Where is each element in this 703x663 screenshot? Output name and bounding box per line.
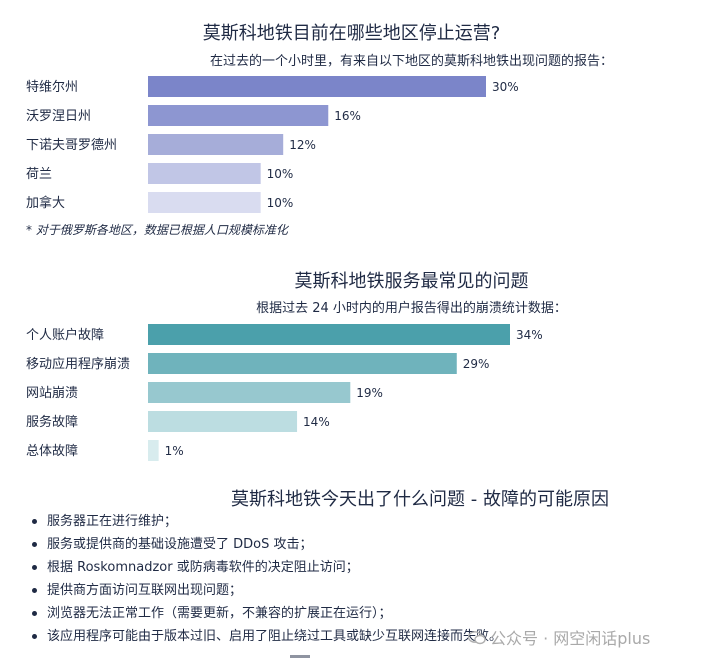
- chart2-category-label: 总体故障: [26, 444, 78, 459]
- chart2-category-label: 个人账户故障: [26, 327, 104, 343]
- chart1-category-label: 荷兰: [26, 167, 52, 182]
- chart2-value-label: 1%: [165, 444, 184, 458]
- chart2-bar: [148, 353, 457, 374]
- chart1-category-label: 沃罗涅日州: [26, 109, 91, 124]
- chart1-value-label: 16%: [334, 109, 361, 123]
- chart2-value-label: 34%: [516, 328, 543, 342]
- chart2-category-label: 服务故障: [26, 414, 78, 430]
- cause-item: 该应用程序可能由于版本过旧、启用了阻止绕过工具或缺少互联网连接而失败。: [28, 625, 502, 648]
- watermark-text: 公众号 · 网空闲话plus: [490, 629, 651, 648]
- chart1-bar: [148, 134, 284, 155]
- chart1-bar: [148, 76, 486, 97]
- chart2-value-label: 14%: [303, 415, 330, 429]
- chart2-bar: [148, 324, 510, 345]
- causes-list: 服务器正在进行维护； 服务或提供商的基础设施遭受了 DDoS 攻击； 根据 Ro…: [28, 510, 502, 648]
- chart2-bar: [148, 382, 351, 403]
- chart1-bar: [148, 105, 329, 126]
- wechat-icon: [468, 631, 486, 645]
- chart1-title: 莫斯科地铁目前在哪些地区停止运营?: [202, 23, 501, 44]
- chart2-value-label: 29%: [463, 357, 490, 371]
- divider: [290, 655, 310, 658]
- chart1-bar: [148, 163, 261, 184]
- chart1-category-label: 下诺夫哥罗德州: [26, 138, 117, 153]
- chart1-subtitle: 在过去的一个小时里，有来自以下地区的莫斯科地铁出现问题的报告：: [209, 54, 613, 69]
- chart2-category-label: 网站崩溃: [26, 386, 78, 401]
- chart1-category-label: 特维尔州: [26, 80, 78, 95]
- chart2-value-label: 19%: [356, 386, 383, 400]
- chart1-value-label: 10%: [267, 167, 294, 181]
- chart2-title: 莫斯科地铁服务最常见的问题: [294, 271, 529, 292]
- chart2-category-label: 移动应用程序崩溃: [26, 356, 130, 372]
- cause-item: 提供商方面访问互联网出现问题；: [28, 579, 502, 602]
- chart1-note: * 对于俄罗斯各地区，数据已根据人口规模标准化: [26, 223, 288, 237]
- cause-item: 服务或提供商的基础设施遭受了 DDoS 攻击；: [28, 533, 502, 556]
- chart1-value-label: 10%: [267, 196, 294, 210]
- cause-item: 根据 Roskomnadzor 或防病毒软件的决定阻止访问；: [28, 556, 502, 579]
- watermark: 公众号 · 网空闲话plus: [468, 625, 650, 649]
- chart2-bar: [148, 411, 298, 432]
- chart1-bar: [148, 192, 261, 213]
- chart1-plot: 特维尔州 30% 沃罗涅日州 16% 下诺夫哥罗德州 12% 荷兰 10% 加拿大 10%: [26, 76, 519, 213]
- chart1-category-label: 加拿大: [26, 195, 65, 211]
- cause-item: 服务器正在进行维护；: [28, 510, 502, 533]
- cause-item: 浏览器无法正常工作（需要更新，不兼容的扩展正在运行）；: [28, 602, 502, 625]
- causes-title: 莫斯科地铁今天出了什么问题 - 故障的可能原因: [231, 489, 609, 510]
- chart2-bar: [148, 440, 159, 461]
- chart1-value-label: 30%: [492, 80, 519, 94]
- chart2-subtitle: 根据过去 24 小时内的用户报告得出的崩溃统计数据：: [256, 301, 567, 316]
- chart1-value-label: 12%: [289, 138, 316, 152]
- chart2-plot: 个人账户故障 34% 移动应用程序崩溃 29% 网站崩溃 19% 服务故障 14% 总体故障 1%: [26, 324, 543, 461]
